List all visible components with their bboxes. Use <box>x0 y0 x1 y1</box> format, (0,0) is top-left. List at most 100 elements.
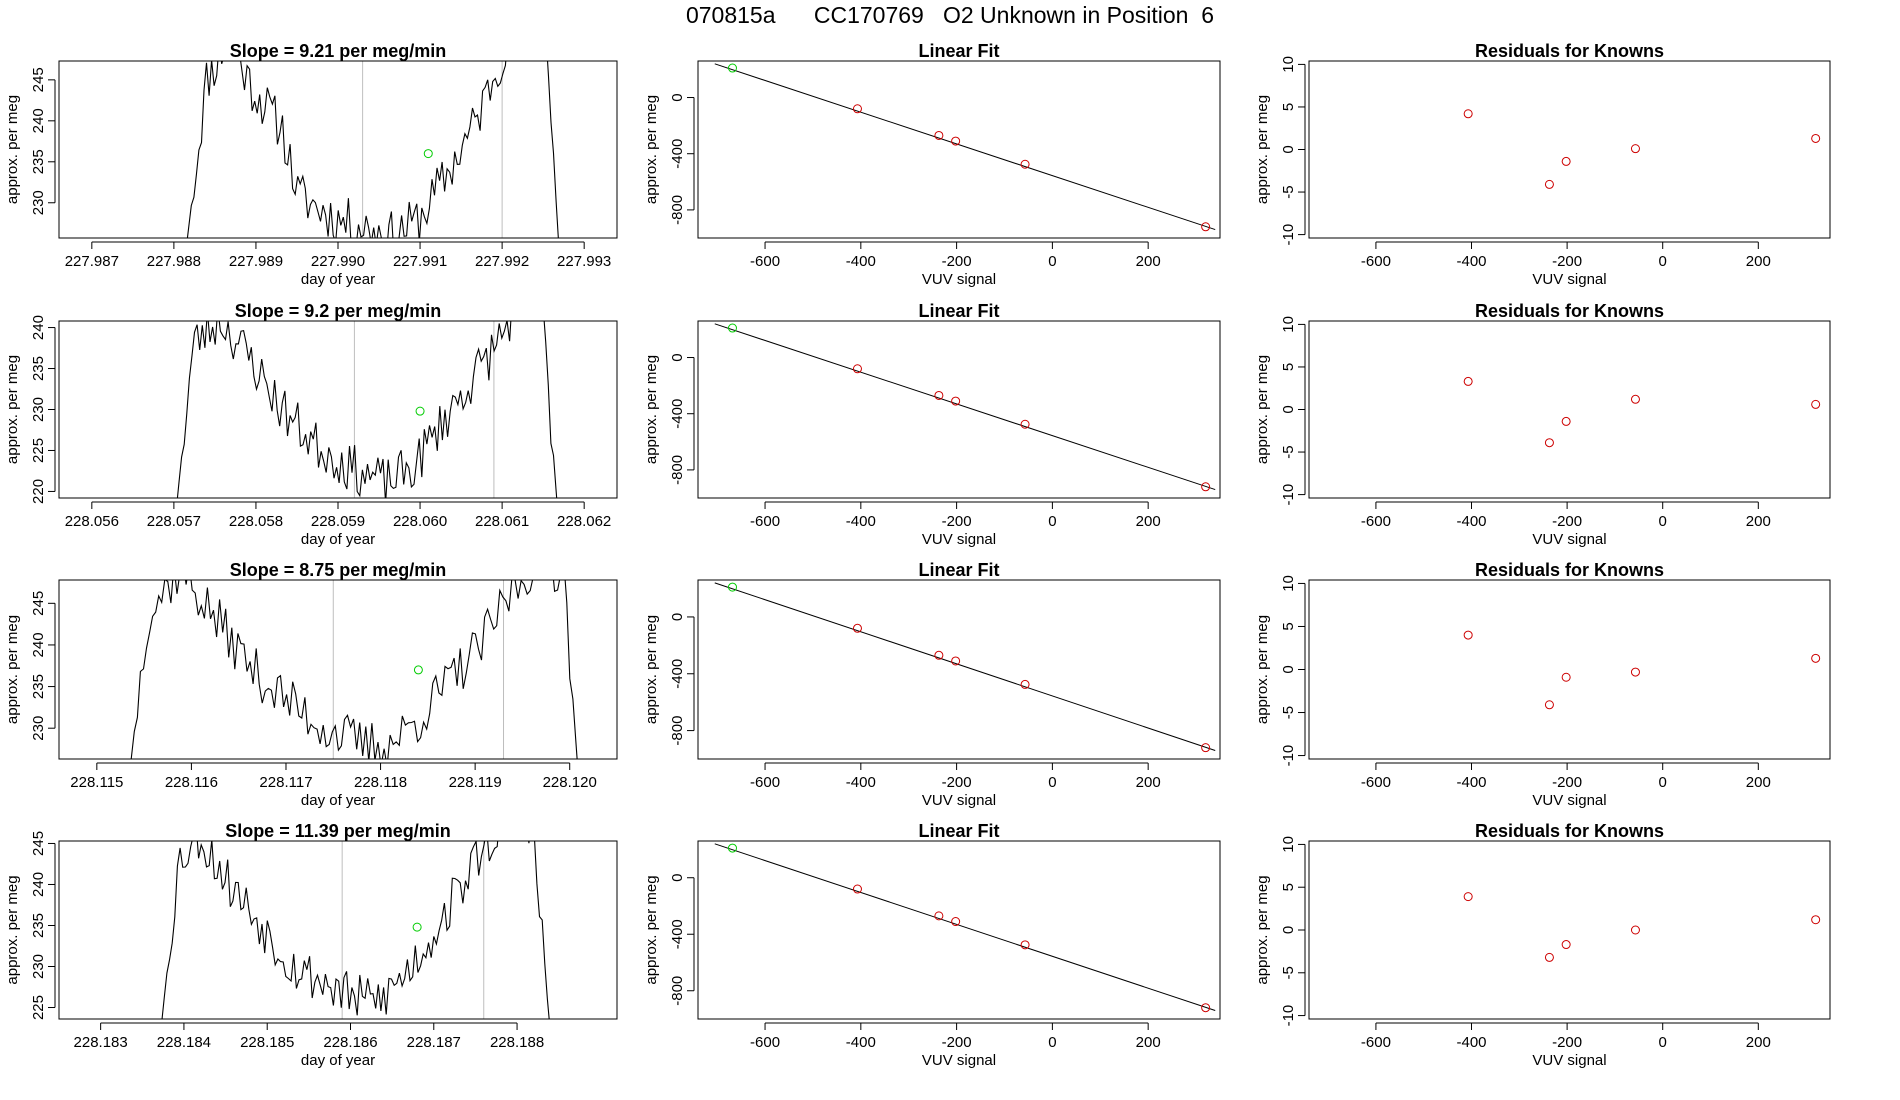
time-series-4-x-tick-label-0: 228.183 <box>74 1034 128 1051</box>
residuals-2-residual-point-4 <box>1811 399 1821 409</box>
time-series-4-x-tick-label-5: 228.188 <box>490 1034 544 1051</box>
residuals-1-frame <box>1308 60 1831 239</box>
linear-fit-4-frame <box>697 840 1221 1020</box>
time-series-1-x-label: day of year <box>301 271 375 288</box>
residuals-3-residual-point-4 <box>1811 653 1821 663</box>
time-series-2-x-tick-label-3: 228.059 <box>311 513 365 530</box>
linear-fit-4-x-tick-label-2: -200 <box>942 1034 972 1051</box>
linear-fit-4-standard-point <box>727 843 737 853</box>
residuals-4-y-tick-label-1: -5 <box>1280 966 1297 979</box>
residuals-3-x-tick-label-0: -600 <box>1361 774 1391 791</box>
residuals-3-residual-point-1 <box>1544 700 1554 710</box>
linear-fit-1-standard-point <box>727 63 737 73</box>
linear-fit-1-x-tick-label-2: -200 <box>942 253 972 270</box>
linear-fit-2-plot-area <box>714 323 1216 492</box>
linear-fit-1-x-label: VUV signal <box>922 271 996 288</box>
time-series-2-x-tick-label-5: 228.061 <box>475 513 529 530</box>
time-series-3-panel: Slope = 8.75 per meg/min 228.115 228.116 22… <box>4 560 618 809</box>
linear-fit-2-known-point-1 <box>934 390 944 400</box>
time-series-3-x-tick-label-5: 228.120 <box>543 774 597 791</box>
linear-fit-2-y-tick-label-0: -800 <box>669 455 686 485</box>
time-series-3-y-tick-label-3: 245 <box>30 591 47 616</box>
time-series-3-y-tick-label-1: 235 <box>30 674 47 699</box>
linear-fit-3-y-tick-label-0: -800 <box>669 716 686 746</box>
residuals-3-x-tick-label-2: -200 <box>1552 774 1582 791</box>
linear-fit-1-x-tick-label-0: -600 <box>750 253 780 270</box>
residuals-3-y-tick-label-1: -5 <box>1280 706 1297 719</box>
residuals-2-x-tick-label-4: 200 <box>1746 513 1771 530</box>
time-series-4-y-tick-label-1: 230 <box>30 954 47 979</box>
time-series-4-x-tick-label-1: 228.184 <box>157 1034 211 1051</box>
linear-fit-1-y-label: approx. per meg <box>643 95 660 204</box>
linear-fit-2-known-point-0 <box>852 364 862 374</box>
time-series-1-title: Slope = 9.21 per meg/min <box>230 41 447 61</box>
linear-fit-1-x-tick-label-4: 200 <box>1136 253 1161 270</box>
linear-fit-3-x-tick-label-3: 0 <box>1048 774 1056 791</box>
time-series-4-y-tick-label-2: 235 <box>30 913 47 938</box>
residuals-2-residual-point-3 <box>1630 394 1640 404</box>
linear-fit-4-known-point-0 <box>852 884 862 894</box>
residuals-1-x-tick-label-4: 200 <box>1746 253 1771 270</box>
linear-fit-2-frame <box>697 320 1221 499</box>
time-series-1-standard-marker <box>423 149 433 159</box>
residuals-2-panel: Residuals for Knowns -600 -400 -200 0 200 VUV … <box>1254 301 1831 548</box>
linear-fit-3-title: Linear Fit <box>918 560 999 580</box>
time-series-2-plot-area <box>176 321 558 498</box>
time-series-1-panel: Slope = 9.21 per meg/min 227.987 227.988 22… <box>4 41 618 288</box>
linear-fit-4-known-point-4 <box>1201 1003 1211 1013</box>
time-series-4-x-tick-label-4: 228.187 <box>407 1034 461 1051</box>
time-series-3-trace <box>130 580 578 759</box>
time-series-3-y-tick-label-0: 230 <box>30 716 47 741</box>
residuals-1-y-tick-label-3: 5 <box>1280 103 1297 111</box>
residuals-2-y-tick-label-4: 10 <box>1280 316 1297 333</box>
residuals-4-residual-point-4 <box>1811 915 1821 925</box>
time-series-3-plot-area <box>130 580 578 759</box>
linear-fit-3-y-tick-label-2: 0 <box>669 613 686 621</box>
time-series-2-x-tick-label-4: 228.060 <box>393 513 447 530</box>
residuals-4-x-tick-label-1: -400 <box>1456 1034 1486 1051</box>
time-series-2-frame <box>58 320 618 499</box>
linear-fit-1-y-tick-label-0: -800 <box>669 195 686 225</box>
time-series-3-standard-marker <box>413 665 423 675</box>
time-series-4-x-tick-label-2: 228.185 <box>240 1034 294 1051</box>
linear-fit-4-known-point-2 <box>951 917 961 927</box>
residuals-3-y-tick-label-0: -10 <box>1280 745 1297 767</box>
time-series-4-standard-marker <box>412 922 422 932</box>
residuals-2-residual-point-0 <box>1463 376 1473 386</box>
residuals-1-x-tick-label-3: 0 <box>1659 253 1667 270</box>
residuals-3-x-tick-label-1: -400 <box>1456 774 1486 791</box>
linear-fit-3-fit-line <box>714 582 1216 751</box>
time-series-2-y-tick-label-2: 230 <box>30 397 47 422</box>
residuals-2-y-label: approx. per meg <box>1254 355 1271 464</box>
residuals-2-x-tick-label-0: -600 <box>1361 513 1391 530</box>
time-series-2-x-tick-label-1: 228.057 <box>147 513 201 530</box>
time-series-1-x-tick-label-5: 227.992 <box>475 253 529 270</box>
linear-fit-2-y-label: approx. per meg <box>643 355 660 464</box>
time-series-2-y-tick-label-1: 225 <box>30 438 47 463</box>
residuals-4-residual-point-1 <box>1544 952 1554 962</box>
time-series-4-panel: Slope = 11.39 per meg/min 228.183 228.184 2… <box>4 821 618 1069</box>
linear-fit-2-x-tick-label-3: 0 <box>1048 513 1056 530</box>
figure-title: 070815a CC170769 O2 Unknown in Position … <box>685 2 1215 28</box>
residuals-3-residual-point-3 <box>1630 667 1640 677</box>
residuals-4-x-tick-label-3: 0 <box>1659 1034 1667 1051</box>
linear-fit-2-known-point-2 <box>951 396 961 406</box>
residuals-4-x-tick-label-2: -200 <box>1552 1034 1582 1051</box>
linear-fit-4-x-tick-label-4: 200 <box>1136 1034 1161 1051</box>
residuals-2-y-tick-label-0: -10 <box>1280 484 1297 506</box>
time-series-2-x-tick-label-2: 228.058 <box>229 513 283 530</box>
linear-fit-4-y-tick-label-0: -800 <box>669 976 686 1006</box>
time-series-4-x-label: day of year <box>301 1052 375 1069</box>
residuals-2-x-tick-label-2: -200 <box>1552 513 1582 530</box>
residuals-1-panel: Residuals for Knowns -600 -400 -200 0 200 VUV … <box>1254 41 1831 288</box>
linear-fit-4-x-tick-label-1: -400 <box>846 1034 876 1051</box>
residuals-1-x-tick-label-1: -400 <box>1456 253 1486 270</box>
residuals-2-plot-area <box>1463 376 1821 448</box>
residuals-3-y-tick-label-2: 0 <box>1280 665 1297 673</box>
residuals-1-residual-point-4 <box>1811 133 1821 143</box>
linear-fit-3-x-tick-label-2: -200 <box>942 774 972 791</box>
residuals-4-plot-area <box>1463 892 1821 962</box>
residuals-1-title: Residuals for Knowns <box>1475 41 1664 61</box>
residuals-4-panel: Residuals for Knowns -600 -400 -200 0 200 VUV … <box>1254 821 1831 1069</box>
linear-fit-1-known-point-0 <box>852 104 862 114</box>
